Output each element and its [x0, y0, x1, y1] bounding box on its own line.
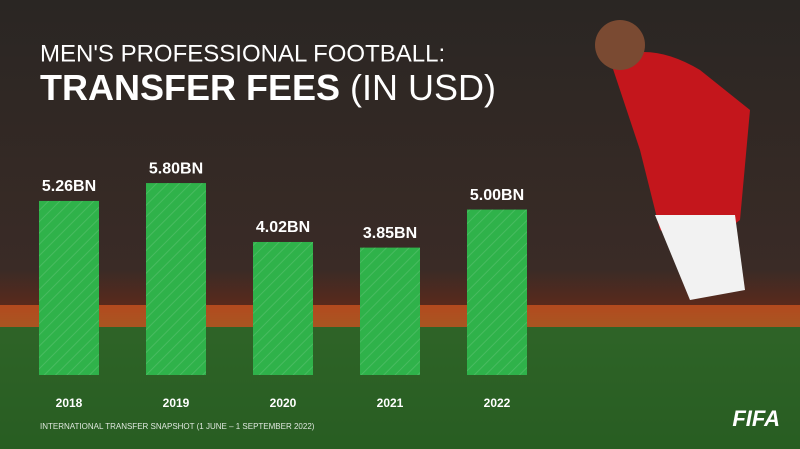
title-unit: (IN USD): [350, 67, 496, 108]
value-label: 3.85BN: [363, 225, 417, 242]
x-tick-label: 2020: [270, 396, 297, 410]
player: [610, 52, 750, 250]
x-tick-label: 2021: [377, 396, 404, 410]
player-head: [595, 20, 645, 70]
logo: FIFA: [732, 406, 780, 431]
player-shorts: [655, 215, 745, 300]
value-label: 4.02BN: [256, 219, 310, 236]
x-tick-label: 2019: [163, 396, 190, 410]
bar-hatch: [253, 241, 313, 375]
x-tick-label: 2022: [484, 396, 511, 410]
bar-hatch: [467, 209, 527, 375]
bar-hatch: [360, 247, 420, 375]
x-tick-label: 2018: [56, 396, 83, 410]
footnote: INTERNATIONAL TRANSFER SNAPSHOT (1 JUNE …: [40, 422, 315, 431]
value-label: 5.26BN: [42, 178, 96, 195]
value-label: 5.00BN: [470, 187, 524, 204]
chart-title: MEN'S PROFESSIONAL FOOTBALL:: [40, 40, 445, 67]
bar-hatch: [39, 200, 99, 375]
title-main: TRANSFER FEES: [40, 67, 340, 108]
value-label: 5.80BN: [149, 160, 203, 177]
chart-subtitle: TRANSFER FEES (IN USD): [40, 67, 496, 108]
bar-hatch: [146, 183, 206, 375]
